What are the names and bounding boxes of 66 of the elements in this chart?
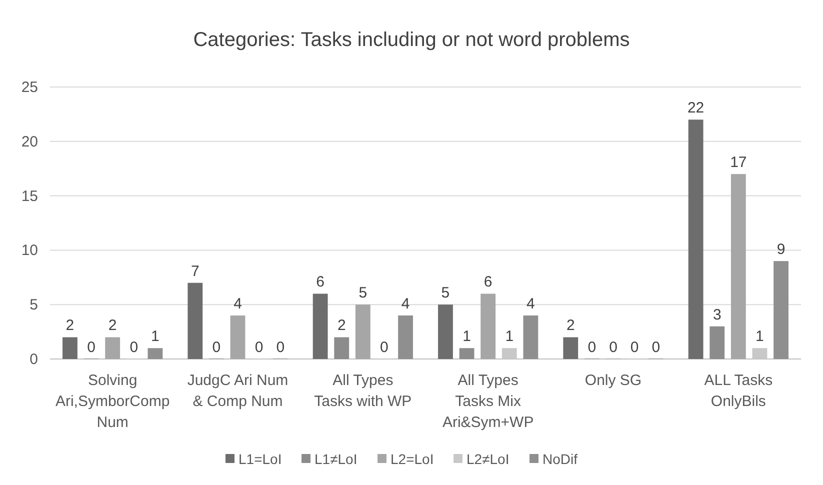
data-label: 1 xyxy=(505,328,514,346)
data-label: 5 xyxy=(358,284,368,302)
data-label: 17 xyxy=(730,154,747,172)
bar xyxy=(563,337,578,359)
bar xyxy=(398,315,413,359)
y-tick-label: 10 xyxy=(21,242,38,260)
data-label: 2 xyxy=(108,317,117,334)
x-tick-label: ALL Tasks OnlyBils xyxy=(704,372,773,410)
data-label: 0 xyxy=(276,339,285,356)
data-label: 7 xyxy=(190,262,200,280)
data-label: 2 xyxy=(66,317,74,334)
bar xyxy=(710,326,725,359)
bar xyxy=(480,294,496,359)
legend-label: NoDif xyxy=(542,451,578,467)
x-tick-label: Only SG xyxy=(584,372,642,389)
data-label: 0 xyxy=(652,339,660,356)
data-label: 1 xyxy=(462,328,471,346)
data-label: 2 xyxy=(566,317,575,334)
y-tick-label: 25 xyxy=(21,79,38,96)
data-label: 0 xyxy=(609,339,618,356)
bar xyxy=(523,315,538,359)
chart-title: Categories: Tasks including or not word problems xyxy=(193,29,630,51)
data-label: 5 xyxy=(441,284,450,302)
legend-label: L1≠LoI xyxy=(314,451,358,467)
x-tick-label: JudgC Ari Num & Comp Num xyxy=(187,372,288,410)
legend-label: L1=LoI xyxy=(238,451,282,467)
data-label: 0 xyxy=(212,339,221,356)
data-label: 0 xyxy=(630,339,639,356)
data-label: 22 xyxy=(687,100,704,117)
y-tick-label: 5 xyxy=(30,296,38,314)
bar xyxy=(62,337,78,359)
data-label: 0 xyxy=(254,339,264,356)
data-label: 1 xyxy=(756,328,764,346)
y-tick-label: 15 xyxy=(21,188,38,205)
x-tick-label: All Types Tasks with WP xyxy=(314,372,412,410)
bar xyxy=(334,337,350,359)
bar xyxy=(230,315,246,359)
bar xyxy=(312,294,328,359)
bar xyxy=(105,337,120,359)
data-label: 6 xyxy=(316,274,324,291)
y-tick-label: 20 xyxy=(21,133,38,150)
bar xyxy=(188,282,203,359)
bar xyxy=(438,304,453,359)
data-label: 2 xyxy=(337,317,346,334)
data-label: 4 xyxy=(401,295,410,312)
x-tick-label: All Types Tasks Mix Ari&Sym+WP xyxy=(442,372,534,431)
bar xyxy=(148,348,163,359)
bar xyxy=(688,120,704,359)
data-label: 9 xyxy=(776,241,786,258)
data-label: 0 xyxy=(87,339,96,356)
data-label: 0 xyxy=(380,339,388,356)
data-label: 6 xyxy=(484,274,492,291)
data-label: 3 xyxy=(712,306,722,324)
legend-label: L2≠LoI xyxy=(466,451,510,467)
data-label: 0 xyxy=(130,339,138,356)
bar xyxy=(459,348,474,359)
data-label: 1 xyxy=(151,328,160,346)
bar xyxy=(774,261,788,359)
data-label: 0 xyxy=(588,339,596,356)
bar xyxy=(355,304,370,359)
y-tick-label: 0 xyxy=(30,351,38,368)
data-label: 4 xyxy=(234,295,242,312)
legend-label: L2=LoI xyxy=(390,451,434,467)
x-tick-label: Solving Ari,SymborComp Num xyxy=(55,372,170,431)
data-label: 4 xyxy=(526,295,535,312)
bar xyxy=(730,174,746,359)
